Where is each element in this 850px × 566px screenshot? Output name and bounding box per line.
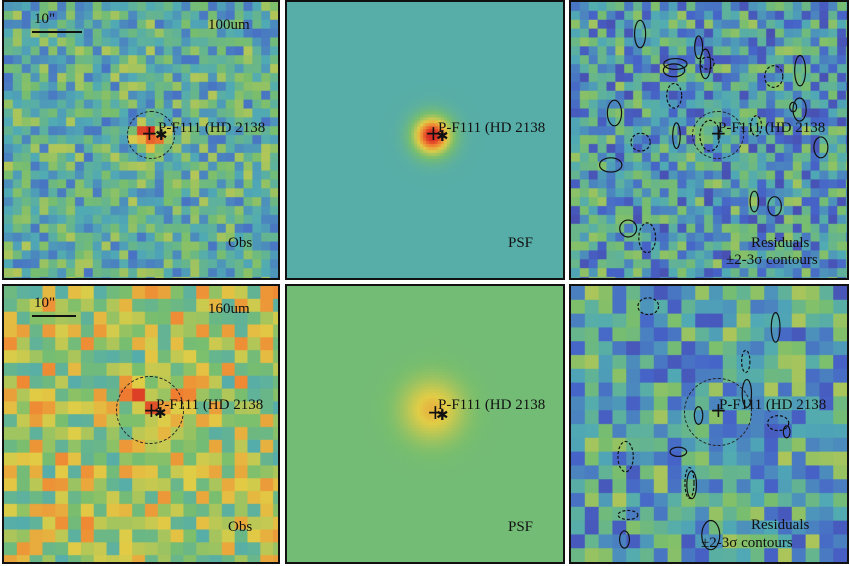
source-plus-marker: + <box>425 121 442 145</box>
contour <box>637 297 660 316</box>
contour <box>669 446 688 458</box>
contour <box>813 136 829 159</box>
contour <box>699 56 715 70</box>
contour <box>672 122 681 150</box>
panel-160um-observed: 10" 160um + ✱ P-F111 (HD 2138 Obs <box>2 284 280 564</box>
aperture-circle <box>127 111 175 159</box>
catalog-asterisk-marker: ✱ <box>436 406 449 424</box>
aperture-circle <box>684 378 752 446</box>
panel-160um-psf: + ✱ P-F111 (HD 2138 PSF <box>285 284 565 564</box>
panel-label-obs: Obs <box>228 235 253 251</box>
contour <box>782 425 791 439</box>
source-plus-marker: + <box>141 121 158 145</box>
catalog-asterisk-marker: ✱ <box>155 126 168 144</box>
contour <box>617 509 639 521</box>
source-plus-marker: + <box>710 121 727 145</box>
residual-contours <box>598 19 829 254</box>
contour <box>741 349 751 374</box>
psf-image-100um <box>287 2 563 278</box>
source-name-label: P-F111 (HD 2138 <box>718 120 826 136</box>
contour <box>750 115 763 137</box>
contour <box>638 222 657 254</box>
panel-100um-observed: 10" 100um + ✱ P-F111 (HD 2138 Obs <box>2 0 280 280</box>
panel-100um-psf: + ✱ P-F111 (HD 2138 PSF <box>285 0 565 280</box>
scale-bar-label: 10" <box>34 11 56 27</box>
contour <box>630 132 651 152</box>
contour <box>694 35 704 60</box>
panel-sublabel-contours: ±2-3σ contours <box>726 252 818 268</box>
panel-sublabel-contours: ±2-3σ contours <box>701 535 793 551</box>
source-name-label: P-F111 (HD 2138 <box>158 120 266 136</box>
catalog-asterisk-marker: ✱ <box>436 127 449 145</box>
source-name-label: P-F111 (HD 2138 <box>156 397 264 413</box>
source-name-label: P-F111 (HD 2138 <box>438 120 546 136</box>
contour <box>617 440 634 473</box>
contour <box>764 65 784 88</box>
contour <box>633 19 647 49</box>
scale-bar <box>32 31 82 33</box>
contour <box>749 190 760 213</box>
source-name-label: P-F111 (HD 2138 <box>438 397 546 413</box>
contour <box>794 54 807 87</box>
scale-bar-label: 10" <box>34 295 56 311</box>
contour <box>662 63 686 78</box>
band-label: 100um <box>208 17 250 33</box>
panel-label-psf: PSF <box>508 519 534 535</box>
contour <box>686 470 698 500</box>
panel-label-obs: Obs <box>228 519 253 535</box>
scale-bar <box>32 315 76 317</box>
band-label: 160um <box>208 301 250 317</box>
aperture-circle <box>116 376 184 444</box>
contour <box>598 157 623 173</box>
contour <box>767 415 790 432</box>
contour <box>792 97 807 122</box>
panel-label-psf: PSF <box>508 235 534 251</box>
psf-image-160um <box>287 286 563 562</box>
contour <box>701 519 721 551</box>
aperture-circle <box>692 111 744 159</box>
panel-label-residuals: Residuals <box>751 517 810 533</box>
source-plus-marker: + <box>710 398 727 422</box>
source-plus-marker: + <box>143 398 160 422</box>
contour <box>666 82 683 109</box>
panel-100um-residuals: + P-F111 (HD 2138 Residuals ±2-3σ contou… <box>569 0 849 280</box>
source-name-label: P-F111 (HD 2138 <box>719 397 827 413</box>
contour <box>606 99 623 127</box>
contour <box>619 530 631 549</box>
panel-160um-residuals: + P-F111 (HD 2138 Residuals ±2-3σ contou… <box>569 284 849 564</box>
catalog-asterisk-marker: ✱ <box>154 404 167 422</box>
source-plus-marker: + <box>427 400 444 424</box>
contour <box>663 57 688 71</box>
contour <box>699 48 712 80</box>
contour <box>767 196 782 217</box>
contour <box>770 312 781 343</box>
panel-label-residuals: Residuals <box>751 235 810 251</box>
contour <box>684 466 695 499</box>
contour <box>619 219 638 238</box>
